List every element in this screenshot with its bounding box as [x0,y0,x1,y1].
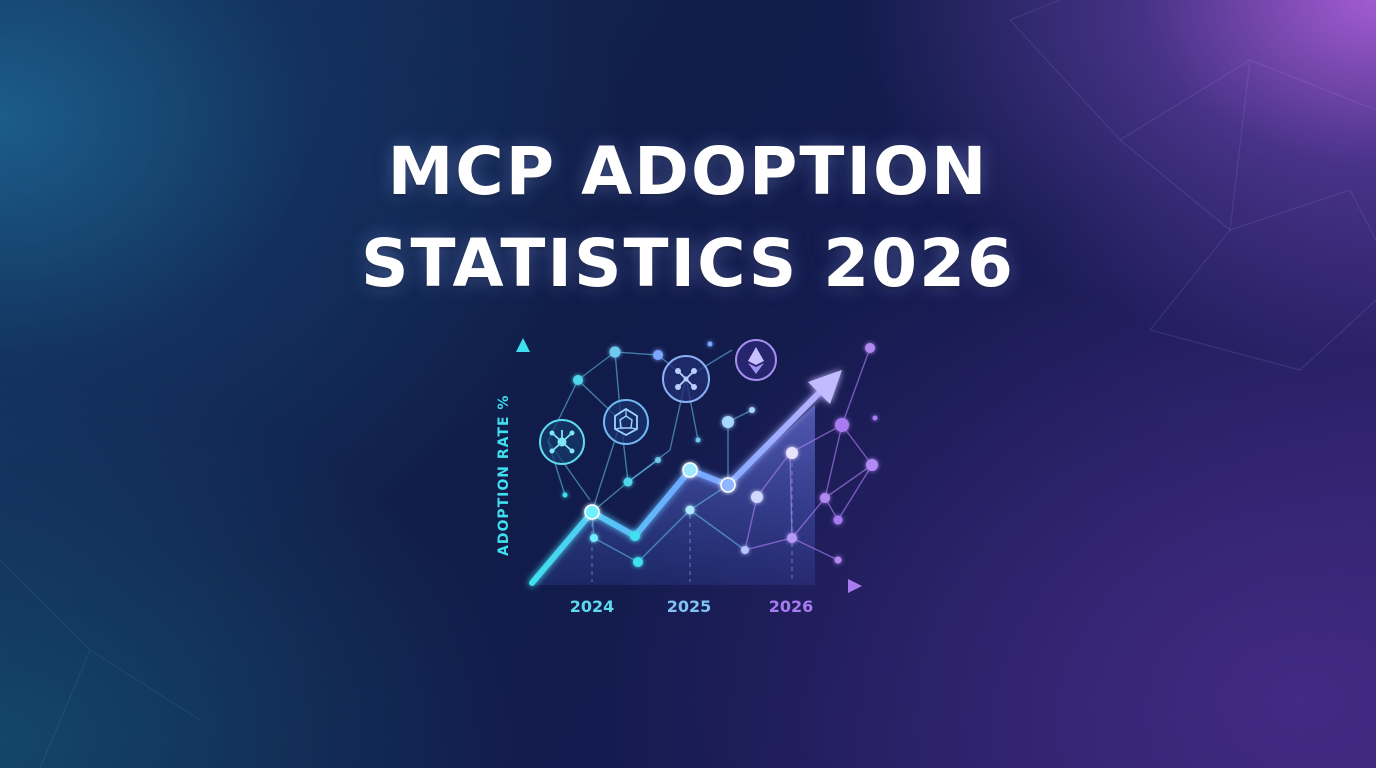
title-line-1: MCP ADOPTION [387,133,989,210]
network-nodes [562,341,878,567]
network-lines [547,349,753,563]
network-lines-purple [744,347,873,561]
y-axis [516,338,530,586]
title-line-2: STATISTICS 2026 [361,225,1015,302]
x-tick-label-2024: 2024 [570,597,615,616]
ethereum-diamond-icon [735,339,777,381]
network-hub-icon [539,419,585,465]
trend-arrow [529,370,842,586]
year-guides [591,455,793,582]
page-title: MCP ADOPTION STATISTICS 2026 [0,126,1376,310]
adoption-chart-illustration: ADOPTION RATE % 2024 2025 2026 [496,338,878,616]
shield-node-icon [603,399,649,445]
x-axis [523,579,862,593]
y-axis-label: ADOPTION RATE % [496,395,512,556]
crossed-network-icon [662,355,710,403]
x-tick-label-2025: 2025 [667,597,712,616]
x-tick-label-2026: 2026 [769,597,814,616]
